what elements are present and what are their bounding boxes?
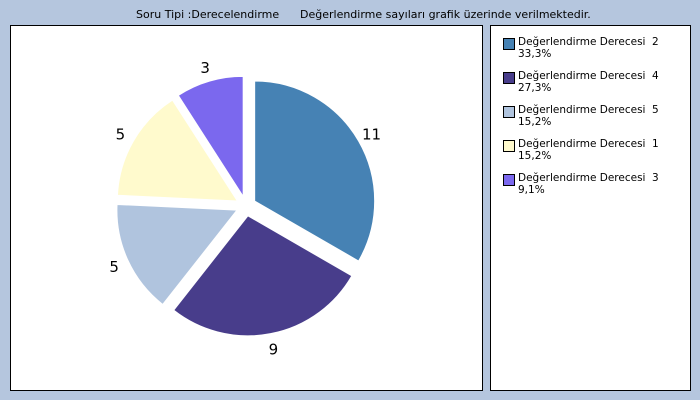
legend-label: Değerlendirme Derecesi	[518, 70, 646, 82]
legend-percent: 15,2%	[518, 150, 552, 162]
pie-slice-5	[116, 203, 238, 306]
legend-item-4: Değerlendirme Derecesi 4 27,3%	[499, 70, 685, 100]
pie-slice-4	[173, 215, 353, 337]
legend: Değerlendirme Derecesi 2 33,3% Değerlendirm…	[490, 25, 691, 391]
pie-value-label-4: 9	[269, 340, 279, 358]
legend-label: Değerlendirme Derecesi	[518, 172, 646, 184]
legend-label: Değerlendirme Derecesi	[518, 104, 646, 116]
pie-slice-3	[177, 75, 244, 199]
legend-percent: 33,3%	[518, 48, 552, 60]
header-note: Değerlendirme sayıları grafik üzerinde v…	[300, 8, 591, 21]
legend-swatch	[503, 38, 515, 50]
legend-swatch	[503, 106, 515, 118]
pie-value-label-1: 5	[116, 126, 126, 144]
legend-swatch	[503, 140, 515, 152]
legend-item-3: Değerlendirme Derecesi 3 9,1%	[499, 172, 685, 202]
plot-area: 11 9 5 5 3	[10, 25, 483, 391]
legend-swatch	[503, 174, 515, 186]
legend-item-1: Değerlendirme Derecesi 1 15,2%	[499, 138, 685, 168]
legend-percent: 9,1%	[518, 184, 545, 196]
legend-percent: 27,3%	[518, 82, 552, 94]
legend-code: 4	[652, 70, 659, 82]
legend-code: 1	[652, 138, 659, 150]
legend-percent: 15,2%	[518, 116, 552, 128]
pie-value-label-5: 5	[109, 258, 119, 276]
legend-code: 5	[652, 104, 659, 116]
legend-swatch	[503, 72, 515, 84]
question-type-label: Soru Tipi :Derecelendirme	[136, 8, 280, 21]
pie-slice-1	[116, 99, 239, 202]
legend-item-2: Değerlendirme Derecesi 2 33,3%	[499, 36, 685, 66]
pie-value-label-2: 11	[362, 126, 381, 144]
legend-label: Değerlendirme Derecesi	[518, 36, 646, 48]
legend-item-5: Değerlendirme Derecesi 5 15,2%	[499, 104, 685, 134]
legend-code: 3	[652, 172, 659, 184]
pie-chart: 11 9 5 5 3	[109, 59, 381, 359]
pie-value-label-3: 3	[200, 59, 210, 77]
legend-code: 2	[652, 36, 659, 48]
pie-slice-2	[254, 80, 376, 262]
legend-label: Değerlendirme Derecesi	[518, 138, 646, 150]
chart-header: Soru Tipi :Derecelendirme Değerlendirme …	[0, 8, 700, 24]
